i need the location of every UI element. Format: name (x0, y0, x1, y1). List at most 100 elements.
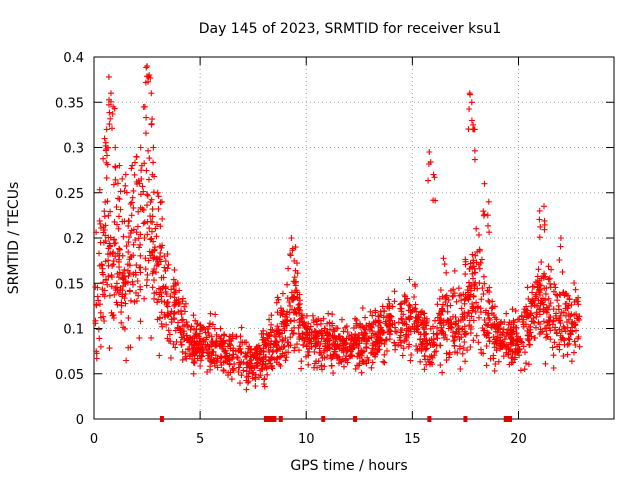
data-point (252, 383, 259, 389)
data-point (372, 331, 379, 338)
data-point (133, 262, 140, 269)
data-point (101, 287, 108, 294)
data-point (136, 334, 143, 341)
data-point (428, 353, 435, 360)
data-point (349, 335, 356, 342)
data-point (217, 353, 224, 360)
data-point (253, 345, 260, 352)
data-point (448, 319, 455, 326)
data-point (183, 332, 190, 339)
data-point (253, 363, 260, 370)
data-point (130, 281, 136, 288)
data-point (481, 180, 488, 187)
data-point (140, 207, 147, 213)
data-point (118, 319, 125, 326)
data-point (537, 223, 544, 230)
data-point (137, 252, 144, 259)
data-point (319, 332, 326, 339)
data-point (542, 290, 549, 297)
data-point (285, 339, 292, 345)
data-point (165, 311, 172, 318)
data-point (467, 344, 474, 350)
data-point (453, 318, 460, 325)
data-point (512, 307, 519, 314)
data-point (441, 334, 447, 341)
data-point (194, 321, 201, 327)
data-point (279, 290, 286, 297)
data-point (329, 311, 336, 318)
data-point (348, 331, 355, 338)
data-point (559, 269, 566, 275)
data-point (363, 360, 370, 367)
data-point (344, 359, 351, 366)
data-point (353, 323, 360, 329)
data-point (462, 331, 469, 338)
x-tick-label: 20 (510, 432, 527, 447)
data-point (288, 317, 294, 324)
data-point (113, 204, 120, 210)
data-point (526, 336, 533, 343)
data-point (284, 308, 291, 315)
data-point (272, 338, 279, 345)
data-point (116, 196, 123, 203)
data-point (574, 335, 581, 342)
data-point (468, 117, 475, 124)
data-point (444, 308, 451, 315)
data-point (401, 338, 408, 345)
data-point (373, 335, 380, 342)
data-point (529, 289, 536, 296)
data-point (451, 333, 458, 340)
data-point (493, 340, 500, 347)
data-point (391, 339, 398, 346)
data-point (446, 349, 453, 356)
data-point (166, 331, 173, 338)
data-point (106, 240, 113, 247)
data-point (334, 353, 341, 360)
data-point (164, 251, 171, 257)
data-point (162, 283, 169, 290)
data-point (168, 308, 175, 315)
data-point (472, 252, 479, 259)
data-point (175, 319, 181, 326)
data-point (133, 298, 140, 305)
data-point (545, 295, 552, 302)
data-point (377, 308, 384, 315)
data-point (208, 352, 215, 359)
data-point (556, 326, 563, 333)
data-point (344, 329, 351, 335)
data-point (187, 326, 194, 333)
data-point (325, 344, 332, 351)
data-point (95, 326, 102, 333)
data-point (340, 328, 347, 335)
data-point (356, 332, 363, 339)
data-point (184, 335, 191, 342)
data-point (482, 321, 489, 328)
data-point (391, 288, 398, 295)
data-point (430, 342, 437, 348)
data-point (450, 338, 457, 345)
data-point (481, 317, 488, 323)
data-point (175, 308, 182, 315)
data-point (143, 114, 150, 121)
data-point (104, 152, 110, 159)
data-point (287, 252, 294, 259)
data-point (458, 305, 465, 312)
data-point (406, 325, 413, 331)
data-point (308, 335, 315, 342)
data-point (407, 313, 414, 320)
data-point (381, 341, 388, 347)
data-point (145, 257, 152, 264)
data-point (403, 297, 410, 304)
x-tick-label: 5 (196, 432, 204, 447)
data-point (301, 338, 308, 344)
data-point (397, 337, 404, 344)
data-point (413, 343, 420, 349)
data-point (153, 233, 160, 240)
data-point (129, 162, 136, 169)
data-point (115, 195, 122, 202)
data-point (289, 297, 296, 303)
zero-value-marker (427, 416, 432, 422)
data-point (282, 357, 289, 364)
data-point (448, 325, 454, 332)
data-point (531, 319, 538, 326)
